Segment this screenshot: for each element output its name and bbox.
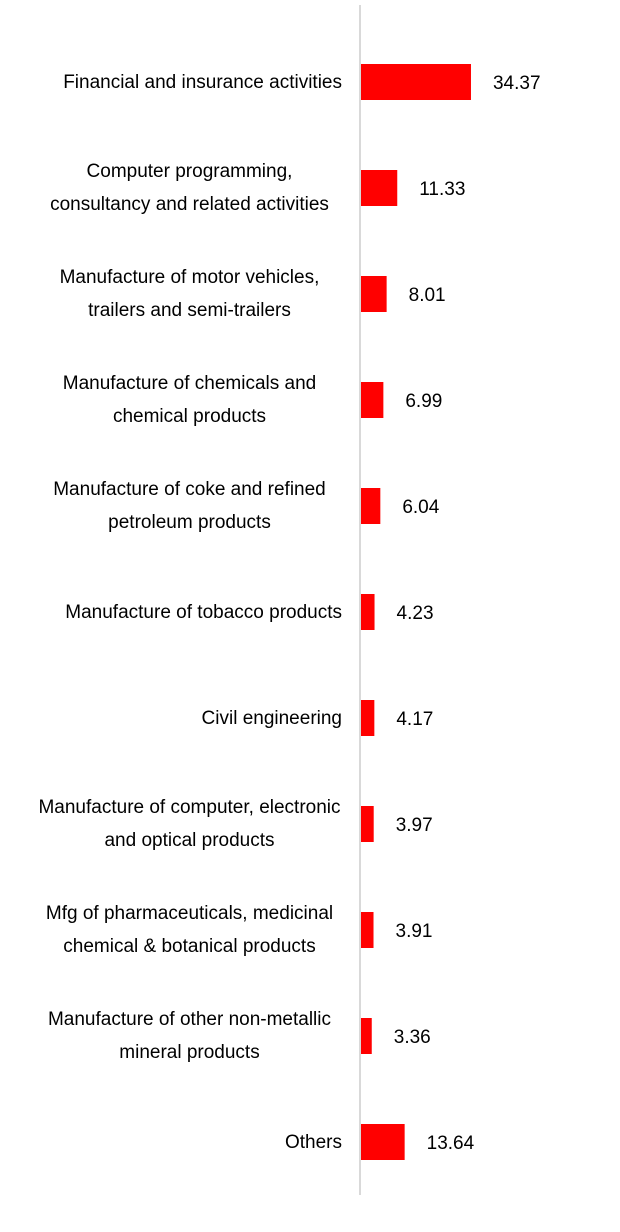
value-label: 6.04: [402, 497, 439, 518]
category-label: Manufacture of other non-metallic minera…: [47, 1009, 332, 1063]
category-label-box: Manufacture of motor vehicles, trailers …: [20, 241, 342, 347]
value-label: 3.97: [396, 815, 433, 836]
category-label: Manufacture of motor vehicles, trailers …: [59, 267, 320, 321]
category-label-box: Others: [20, 1089, 342, 1195]
bar: [361, 64, 471, 100]
category-label-box: Mfg of pharmaceuticals, medicinal chemic…: [20, 877, 342, 983]
bar: [361, 488, 381, 524]
bar: [361, 1018, 372, 1054]
value-label: 4.17: [396, 709, 433, 730]
category-label: Manufacture of coke and refined petroleu…: [53, 479, 326, 533]
bar: [361, 382, 384, 418]
bar: [361, 1124, 405, 1160]
category-label-box: Manufacture of other non-metallic minera…: [20, 983, 342, 1089]
category-label: Manufacture of chemicals and chemical pr…: [62, 373, 317, 427]
category-label: Others: [284, 1131, 342, 1153]
category-label: Mfg of pharmaceuticals, medicinal chemic…: [45, 903, 334, 957]
category-label-box: Manufacture of tobacco products: [20, 559, 342, 665]
category-label-box: Manufacture of computer, electronic and …: [20, 771, 342, 877]
value-label: 11.33: [419, 179, 465, 200]
bar: [361, 912, 374, 948]
category-label: Manufacture of computer, electronic and …: [38, 797, 341, 851]
category-label-box: Manufacture of coke and refined petroleu…: [20, 453, 342, 559]
value-label: 3.91: [396, 921, 433, 942]
value-label: 8.01: [409, 285, 446, 306]
category-label: Financial and insurance activities: [63, 71, 342, 93]
value-label: 3.36: [394, 1027, 431, 1048]
category-label: Civil engineering: [201, 707, 342, 729]
value-label: 13.64: [427, 1133, 475, 1154]
category-label-box: Civil engineering: [20, 665, 342, 771]
bar: [361, 594, 375, 630]
value-label: 34.37: [493, 73, 541, 94]
value-label: 4.23: [397, 603, 434, 624]
bar: [361, 806, 374, 842]
category-label-box: Financial and insurance activities: [20, 29, 342, 135]
bar: [361, 276, 387, 312]
category-label-box: Manufacture of chemicals and chemical pr…: [20, 347, 342, 453]
category-label: Manufacture of tobacco products: [65, 601, 342, 623]
bar: [361, 700, 375, 736]
category-label: Computer programming, consultancy and re…: [50, 161, 329, 215]
value-label: 6.99: [405, 391, 442, 412]
category-label-box: Computer programming, consultancy and re…: [20, 135, 342, 241]
bar: [361, 170, 398, 206]
